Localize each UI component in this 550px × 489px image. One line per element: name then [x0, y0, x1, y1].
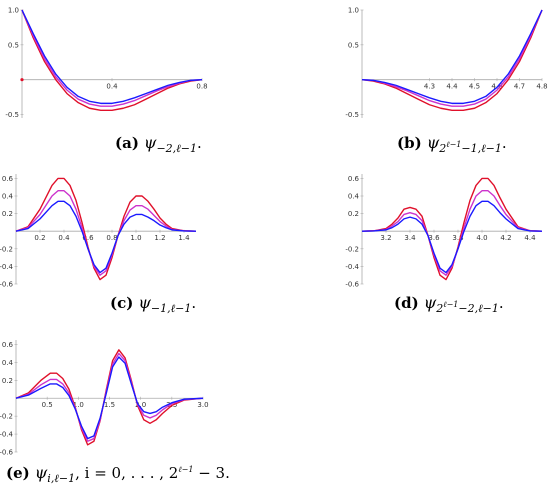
series-line-blue: [15, 200, 197, 274]
y-tick-label: -0.2: [0, 413, 13, 421]
x-tick-label: 4.4: [524, 234, 536, 242]
y-tick-label: 1.0: [348, 7, 359, 15]
y-tick-label: -0.2: [345, 245, 359, 253]
x-tick-label: 3.2: [380, 234, 391, 242]
x-tick-label: 0.8: [196, 83, 207, 91]
series-line-blue: [361, 200, 543, 274]
chart-panel-e: 0.5 1.0 1.5 2.0 2.5 3.00.60.40.2-0.2-0.4-0.6: [0, 340, 209, 457]
x-tick-label: 3.4: [404, 234, 416, 242]
y-tick-label: 0.6: [2, 341, 14, 349]
chart-panel-c: 0.2 0.4 0.6 0.8 1.0 1.2 1.4 0.6 0.4 0.2 -0.2 -0.4 -0…: [0, 174, 197, 289]
series-line-red: [21, 9, 203, 112]
y-tick-label: -0.6: [345, 281, 359, 289]
caption-e: (e) ψi,ℓ−1, i = 0, . . . , 2ℓ−1 − 3.: [6, 463, 230, 485]
y-tick-label: -0.4: [0, 263, 14, 271]
series-line-magenta: [15, 190, 197, 276]
y-tick-label: 0.2: [348, 210, 359, 218]
series-line-magenta: [361, 9, 543, 107]
y-tick-label: 0.5: [8, 41, 19, 49]
x-tick-label: 1.4: [178, 234, 190, 242]
x-tick-label: 3.0: [197, 401, 208, 409]
x-tick-label: 4.8: [536, 83, 547, 91]
series-line-magenta: [21, 9, 203, 107]
chart-panel-b: 4.3 4.4 4.5 4.6 4.7 4.81.00.5-0.5: [345, 7, 547, 120]
chart-panel-a: 0.4 0.8 1.0 0.5 -0.5: [5, 7, 207, 120]
x-tick-label: 4.7: [514, 83, 525, 91]
y-tick-label: -0.6: [0, 449, 14, 457]
y-tick-label: -0.5: [5, 111, 19, 119]
y-tick-label: -0.5: [345, 111, 359, 119]
y-tick-label: -0.4: [345, 263, 359, 271]
caption-b: (b) ψ2ℓ−1−1,ℓ−1.: [397, 133, 507, 155]
x-tick-label: 1.0: [73, 401, 84, 409]
x-tick-label: 0.5: [42, 401, 53, 409]
x-tick-label: 1.0: [130, 234, 141, 242]
caption-a: (a) ψ−2,ℓ−1.: [115, 133, 202, 155]
x-tick-label: 3.6: [428, 234, 440, 242]
x-tick-label: 3.8: [452, 234, 463, 242]
series-line-blue: [21, 9, 203, 105]
y-tick-label: 0.4: [2, 193, 14, 201]
series-line-red: [361, 177, 543, 281]
x-tick-label: 0.4: [106, 83, 118, 91]
x-tick-label: 4.0: [476, 234, 487, 242]
y-tick-label: 0.6: [2, 175, 14, 183]
chart-panel-d: 3.2 3.4 3.6 3.8 4.0 4.2 4.4 0.6 0.4 0.2 -0.2 -0.4 -0…: [345, 174, 543, 289]
y-tick-label: 0.4: [348, 193, 360, 201]
y-tick-label: -0.2: [0, 245, 13, 253]
x-tick-label: 0.6: [82, 234, 94, 242]
x-tick-label: 4.3: [424, 83, 435, 91]
y-tick-label: 0.2: [2, 377, 13, 385]
x-tick-label: 1.5: [104, 401, 115, 409]
x-tick-label: 0.2: [34, 234, 45, 242]
series-line-magenta: [361, 190, 543, 276]
x-tick-label: 2.0: [135, 401, 146, 409]
data-point-marker: [20, 78, 24, 82]
y-tick-label: 0.5: [348, 41, 359, 49]
y-tick-label: 0.6: [348, 175, 360, 183]
y-tick-label: 0.2: [2, 210, 13, 218]
x-tick-label: 1.2: [154, 234, 165, 242]
caption-c: (c) ψ−1,ℓ−1.: [110, 293, 196, 315]
y-tick-label: 0.4: [2, 359, 14, 367]
series-line-red: [361, 9, 543, 112]
x-tick-label: 4.2: [500, 234, 511, 242]
series-line-blue: [15, 356, 204, 440]
y-tick-label: 1.0: [8, 7, 19, 15]
y-tick-label: -0.6: [0, 281, 14, 289]
x-tick-label: 4.5: [469, 83, 480, 91]
caption-d: (d) ψ2ℓ−1−2,ℓ−1.: [394, 293, 504, 315]
series-line-blue: [361, 9, 543, 105]
series-line-red: [15, 177, 197, 281]
x-tick-label: 0.4: [58, 234, 70, 242]
x-tick-label: 0.8: [106, 234, 117, 242]
y-tick-label: -0.4: [0, 431, 14, 439]
x-tick-label: 4.4: [446, 83, 458, 91]
